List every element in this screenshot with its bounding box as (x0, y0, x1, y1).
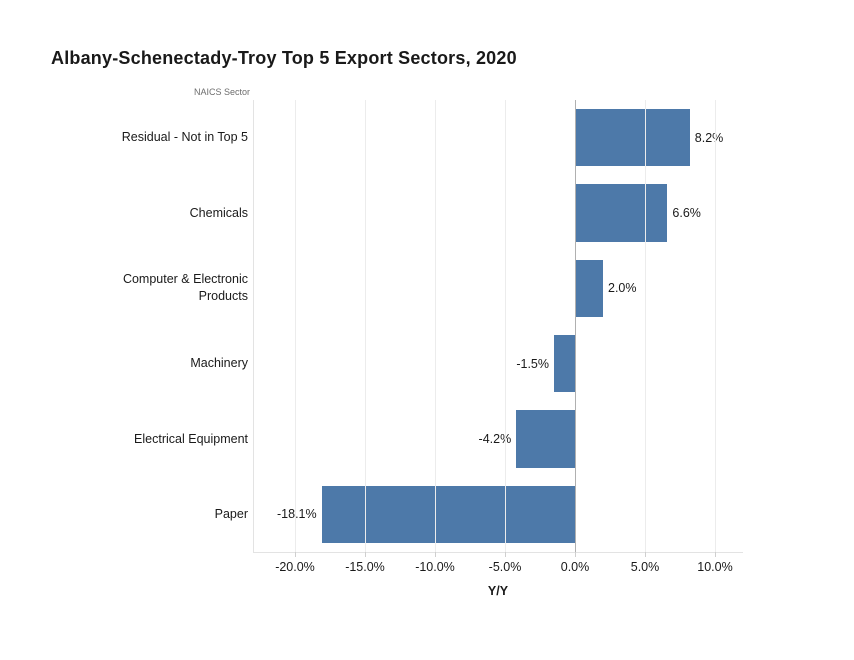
x-tick-mark (715, 552, 716, 557)
bar-rows: 8.2% 6.6% 2.0% -1.5% -4.2% -18.1% (253, 100, 743, 552)
x-tick-label: -20.0% (275, 560, 315, 574)
bar-value-label: 2.0% (608, 281, 637, 296)
x-tick-label: 10.0% (697, 560, 733, 574)
bar (554, 334, 575, 393)
x-tick-mark (365, 552, 366, 557)
category-label: Paper (214, 506, 248, 521)
zero-line (575, 100, 576, 552)
x-axis-line (253, 552, 743, 553)
x-tick-label: -10.0% (415, 560, 455, 574)
bar-value-label: 6.6% (672, 205, 701, 220)
gridline (715, 100, 716, 552)
bar-value-label: 8.2% (694, 130, 724, 145)
bar (575, 109, 690, 167)
gridline (505, 100, 506, 552)
bar (516, 410, 575, 468)
naics-sector-axis-header: NAICS Sector (193, 87, 250, 97)
bar-row: 8.2% (253, 100, 743, 175)
x-tick-label: -5.0% (488, 560, 522, 574)
x-axis-title: Y/Y (487, 584, 509, 598)
bar-value-label: -4.2% (478, 431, 512, 446)
x-tick-label: 0.0% (560, 560, 590, 574)
category-label: Machinery (190, 356, 248, 371)
x-tick-label: -15.0% (345, 560, 385, 574)
x-tick-label: 5.0% (630, 560, 660, 574)
x-tick-mark (645, 552, 646, 557)
gridline (645, 100, 646, 552)
bar-row: -1.5% (253, 326, 743, 401)
gridline (295, 100, 296, 552)
x-tick-mark (575, 552, 576, 557)
bar-row: -18.1% (253, 477, 743, 552)
x-tick-mark (295, 552, 296, 557)
plot-area: 8.2% 6.6% 2.0% -1.5% -4.2% -18.1% (253, 100, 743, 552)
x-tick-mark (435, 552, 436, 557)
category-label: Chemicals (189, 205, 248, 220)
x-axis: -20.0% -15.0% -10.0% -5.0% 0.0% 5.0% 10.0% (253, 552, 743, 594)
bar-value-label: -1.5% (516, 356, 549, 371)
gridline (365, 100, 366, 552)
gridline (435, 100, 436, 552)
bar-value-label: -18.1% (277, 507, 317, 522)
plot-left-ruler (253, 100, 254, 552)
bar (575, 184, 668, 242)
category-label: Electrical Equipment (134, 431, 248, 446)
chart-title: Albany-Schenectady-Troy Top 5 Export Sec… (51, 48, 517, 68)
x-tick-mark (505, 552, 506, 557)
bar-row: -4.2% (253, 401, 743, 476)
bar-row: 2.0% (253, 251, 743, 326)
category-label: Computer & Electronic Products (122, 272, 248, 304)
bar-row: 6.6% (253, 175, 743, 250)
bar (321, 485, 575, 543)
category-label-column: Residual - Not in Top 5 Chemicals Computer… (98, 100, 248, 552)
category-label: Residual - Not in Top 5 (121, 130, 248, 145)
bar (575, 259, 603, 317)
